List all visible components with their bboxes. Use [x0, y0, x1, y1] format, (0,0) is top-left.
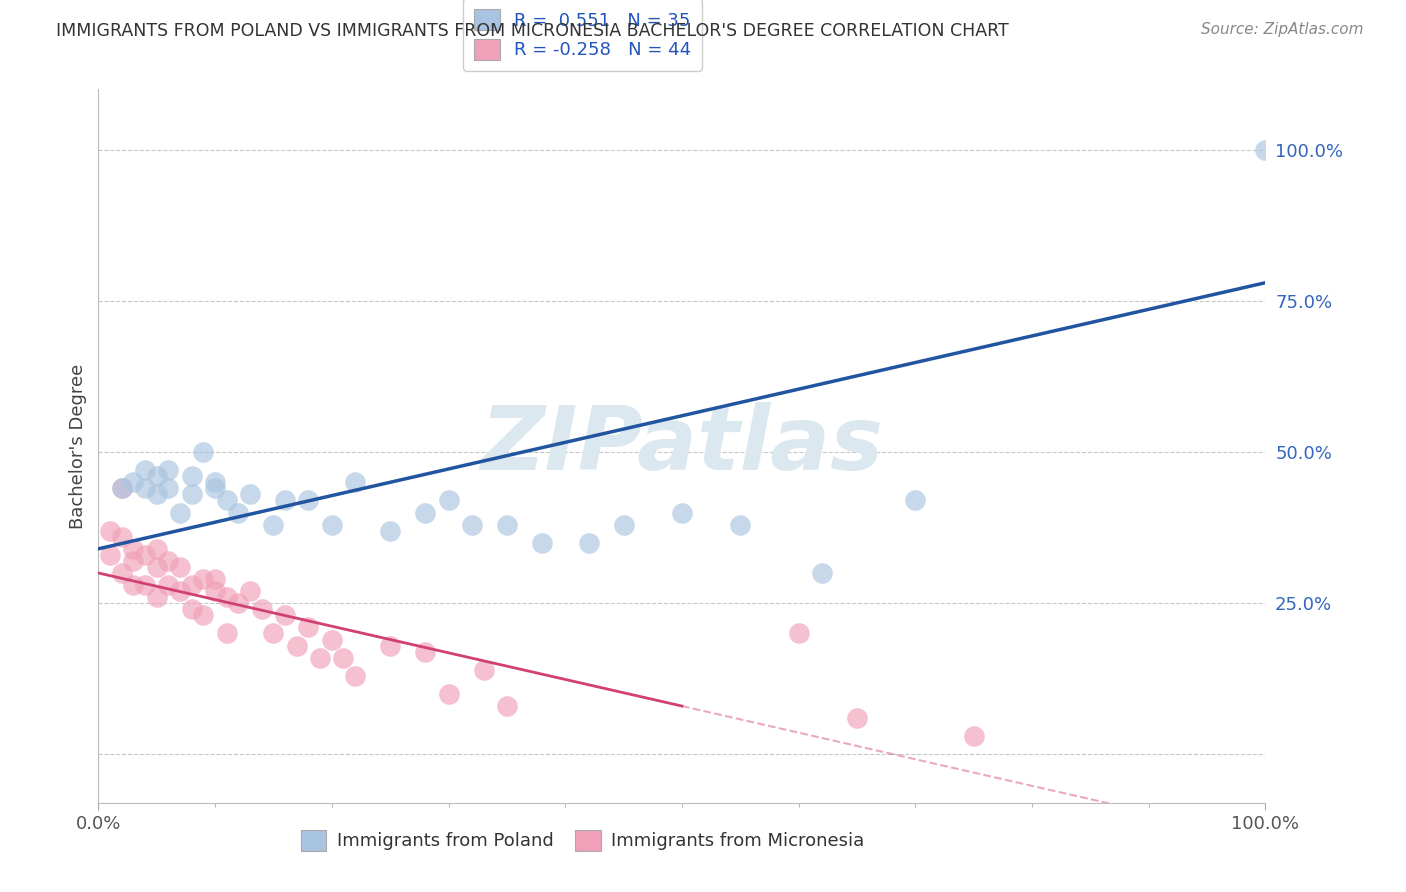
- Point: [111, 530, 134, 544]
- Point: [204, 572, 226, 586]
- Point: [146, 541, 169, 556]
- Point: [285, 639, 308, 653]
- Point: [472, 663, 495, 677]
- Point: [262, 626, 284, 640]
- Y-axis label: Bachelor's Degree: Bachelor's Degree: [69, 363, 87, 529]
- Point: [344, 669, 367, 683]
- Point: [228, 506, 250, 520]
- Point: [496, 699, 519, 714]
- Point: [134, 481, 156, 495]
- Point: [239, 487, 262, 501]
- Point: [530, 535, 553, 549]
- Point: [193, 445, 215, 459]
- Point: [332, 650, 354, 665]
- Point: [239, 584, 262, 599]
- Point: [169, 506, 191, 520]
- Point: [413, 506, 436, 520]
- Point: [1254, 143, 1277, 157]
- Point: [98, 524, 121, 538]
- Point: [122, 578, 145, 592]
- Point: [297, 493, 319, 508]
- Point: [204, 475, 226, 490]
- Point: [811, 566, 834, 580]
- Point: [157, 578, 180, 592]
- Point: [730, 517, 752, 532]
- Point: [193, 608, 215, 623]
- Point: [180, 469, 202, 483]
- Point: [904, 493, 927, 508]
- Point: [215, 626, 238, 640]
- Point: [193, 572, 215, 586]
- Point: [437, 493, 460, 508]
- Point: [111, 481, 134, 495]
- Point: [321, 632, 343, 647]
- Point: [169, 584, 191, 599]
- Point: [146, 469, 169, 483]
- Point: [274, 608, 297, 623]
- Point: [215, 590, 238, 604]
- Point: [344, 475, 367, 490]
- Point: [262, 517, 284, 532]
- Legend: Immigrants from Poland, Immigrants from Micronesia: Immigrants from Poland, Immigrants from …: [294, 822, 872, 858]
- Point: [157, 463, 180, 477]
- Point: [671, 506, 693, 520]
- Point: [204, 481, 226, 495]
- Point: [250, 602, 273, 616]
- Point: [228, 596, 250, 610]
- Point: [111, 566, 134, 580]
- Point: [437, 687, 460, 701]
- Text: ZIPatlas: ZIPatlas: [481, 402, 883, 490]
- Point: [461, 517, 484, 532]
- Point: [380, 639, 402, 653]
- Point: [846, 711, 869, 725]
- Text: Source: ZipAtlas.com: Source: ZipAtlas.com: [1201, 22, 1364, 37]
- Point: [180, 487, 202, 501]
- Point: [98, 548, 121, 562]
- Point: [204, 584, 226, 599]
- Point: [122, 541, 145, 556]
- Point: [496, 517, 519, 532]
- Point: [111, 481, 134, 495]
- Point: [146, 560, 169, 574]
- Point: [413, 645, 436, 659]
- Point: [169, 560, 191, 574]
- Point: [146, 487, 169, 501]
- Point: [122, 475, 145, 490]
- Point: [122, 554, 145, 568]
- Text: IMMIGRANTS FROM POLAND VS IMMIGRANTS FROM MICRONESIA BACHELOR'S DEGREE CORRELATI: IMMIGRANTS FROM POLAND VS IMMIGRANTS FRO…: [56, 22, 1010, 40]
- Point: [787, 626, 810, 640]
- Point: [380, 524, 402, 538]
- Point: [309, 650, 332, 665]
- Point: [274, 493, 297, 508]
- Point: [134, 548, 156, 562]
- Point: [157, 481, 180, 495]
- Point: [962, 729, 984, 743]
- Point: [157, 554, 180, 568]
- Point: [180, 602, 202, 616]
- Point: [134, 578, 156, 592]
- Point: [321, 517, 343, 532]
- Point: [578, 535, 600, 549]
- Point: [134, 463, 156, 477]
- Point: [612, 517, 634, 532]
- Point: [180, 578, 202, 592]
- Point: [215, 493, 238, 508]
- Point: [146, 590, 169, 604]
- Point: [297, 620, 319, 634]
